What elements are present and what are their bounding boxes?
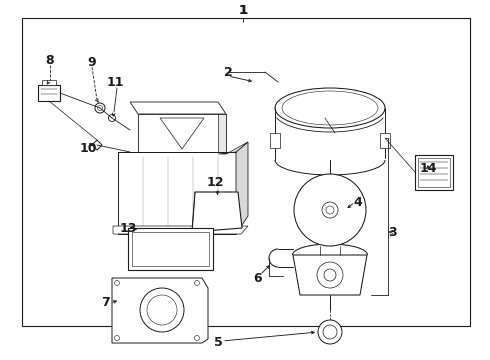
Bar (42, 80, 56, 85)
Text: 11: 11 (106, 76, 124, 89)
Circle shape (294, 174, 366, 246)
Circle shape (95, 103, 105, 113)
Text: 1: 1 (239, 4, 247, 17)
Polygon shape (380, 133, 390, 148)
Bar (22, 18, 470, 326)
Polygon shape (112, 278, 208, 343)
Polygon shape (113, 226, 248, 234)
Bar (138, 114, 226, 154)
Text: 8: 8 (46, 54, 54, 67)
Polygon shape (218, 142, 248, 154)
Bar (132, 232, 209, 266)
Polygon shape (218, 114, 226, 154)
Bar (38, 85, 60, 101)
Text: 4: 4 (354, 195, 363, 208)
Circle shape (318, 320, 342, 344)
Text: 10: 10 (79, 141, 97, 154)
Polygon shape (192, 192, 242, 232)
Polygon shape (92, 140, 102, 150)
Text: 1: 1 (239, 4, 247, 17)
Text: 7: 7 (100, 297, 109, 310)
Text: 6: 6 (254, 271, 262, 284)
Circle shape (317, 262, 343, 288)
Bar (128, 228, 213, 270)
Circle shape (108, 114, 116, 122)
Text: 5: 5 (214, 337, 222, 350)
Bar (118, 152, 236, 234)
Text: 14: 14 (419, 162, 437, 175)
Text: 13: 13 (119, 221, 137, 234)
Text: 12: 12 (206, 176, 224, 189)
Text: 3: 3 (388, 225, 396, 238)
Bar (418, 158, 450, 187)
Polygon shape (293, 255, 367, 295)
Circle shape (322, 202, 338, 218)
Polygon shape (130, 102, 226, 114)
Polygon shape (236, 142, 248, 234)
Polygon shape (270, 133, 280, 148)
Text: 2: 2 (223, 66, 232, 78)
Text: 9: 9 (88, 55, 97, 68)
Bar (415, 155, 453, 190)
